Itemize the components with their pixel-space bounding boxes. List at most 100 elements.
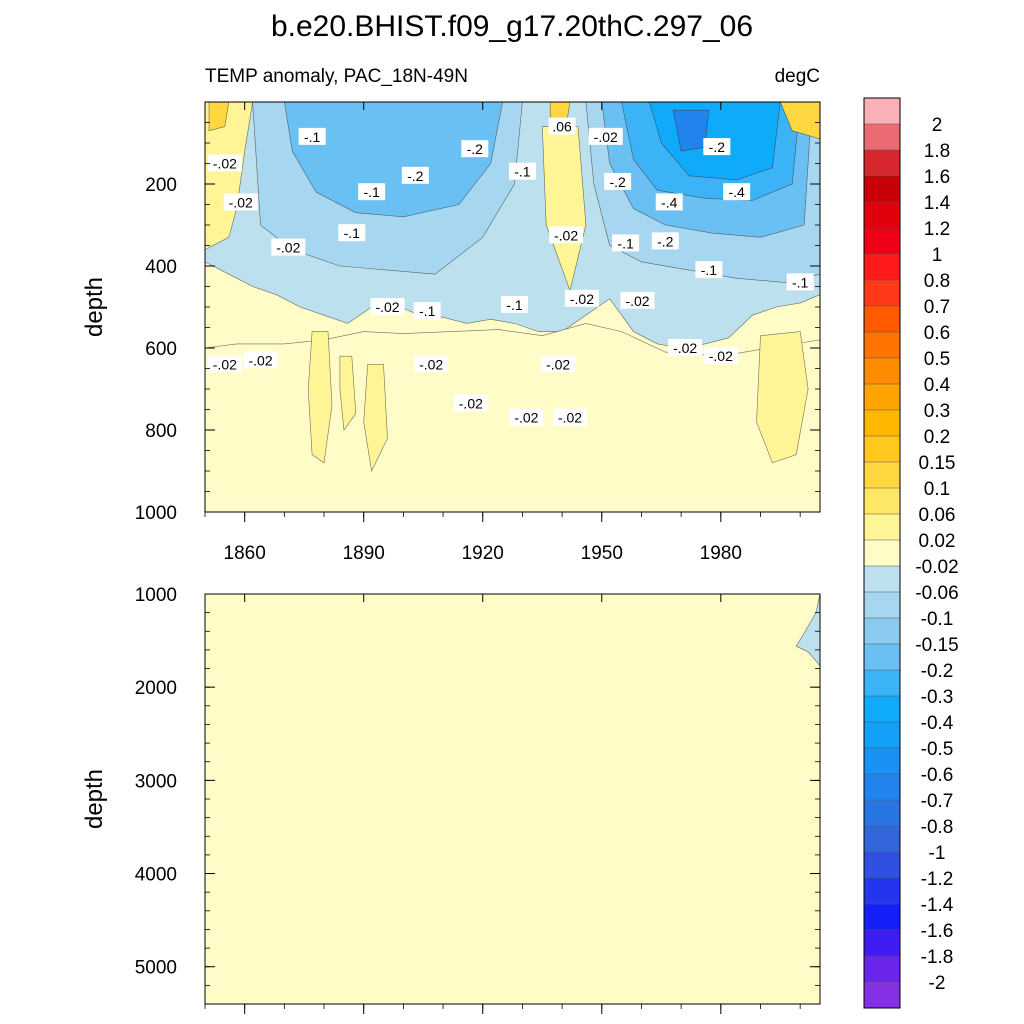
upper-panel: TEMP anomaly, PAC_18N-49N degC -.1 -.02 -.… <box>81 66 821 564</box>
contour-label-5: -.1 <box>338 224 366 242</box>
lower-plot-area <box>205 593 821 1004</box>
colorbar-label: -1.2 <box>921 869 954 890</box>
colorbar-label: -0.1 <box>921 609 954 630</box>
contour-label-text: -.2 <box>709 139 726 155</box>
contour-label-box <box>553 408 588 426</box>
contour-label-box <box>338 224 366 242</box>
x-tick-label: 1920 <box>462 543 504 564</box>
colorbar-label: -0.7 <box>921 791 954 812</box>
colorbar-swatch-6 <box>864 254 900 281</box>
x-tick-label: 1950 <box>581 543 623 564</box>
contour-label-13: -.2 <box>703 138 731 156</box>
contour-label-19: -.1 <box>786 273 814 291</box>
contour-label-box <box>414 355 449 373</box>
contour-label-text: -.1 <box>344 225 361 241</box>
contour-label-text: -.02 <box>213 156 237 172</box>
contour-label-box <box>612 234 640 252</box>
upper-contour-region-14 <box>363 364 388 472</box>
contour-label-20: -.02 <box>370 298 405 315</box>
contour-label-6: -.02 <box>271 238 306 256</box>
colorbar-label: -0.4 <box>921 713 954 734</box>
colorbar-swatch-22 <box>864 670 900 697</box>
colorbar-label: 0.4 <box>924 375 951 396</box>
colorbar-label: 0.7 <box>924 297 950 318</box>
colorbar-swatch-19 <box>864 592 900 619</box>
contour-label-text: -.02 <box>229 194 253 210</box>
colorbar-swatch-14 <box>864 462 900 489</box>
contour-label-box <box>655 193 683 211</box>
colorbar-label: -0.06 <box>915 583 958 604</box>
colorbar-swatch-11 <box>864 384 900 411</box>
colorbar-swatch-26 <box>864 774 900 801</box>
contour-label-box <box>541 355 576 373</box>
contour-label-text: -.02 <box>375 299 399 315</box>
contour-label-box <box>370 298 405 315</box>
colorbar-swatch-17 <box>864 540 900 567</box>
contour-label-box <box>243 351 278 369</box>
colorbar-swatch-13 <box>864 436 900 463</box>
colorbar-label: -0.15 <box>915 635 958 656</box>
contour-label-text: -.02 <box>213 356 237 372</box>
colorbar-label: -0.2 <box>921 661 954 682</box>
contour-label-32: -.02 <box>509 408 544 426</box>
contour-label-box <box>588 127 623 145</box>
colorbar-label: 0.6 <box>924 323 950 344</box>
colorbar-label: 0.1 <box>924 479 950 500</box>
contour-label-text: -.4 <box>661 194 678 210</box>
panel-title-right: degC <box>775 66 820 87</box>
contour-label-1: -.02 <box>207 154 242 172</box>
colorbar-label: 0.2 <box>924 427 950 448</box>
y-tick-label: 200 <box>145 175 177 196</box>
colorbar-label: 1.4 <box>924 193 951 214</box>
contour-label-7: -.2 <box>461 140 489 158</box>
colorbar-label: -2 <box>929 973 946 994</box>
colorbar-label: 1.2 <box>924 219 950 240</box>
contour-label-text: -.1 <box>792 274 809 290</box>
upper-contour-region-13 <box>339 355 357 431</box>
contour-label-box <box>223 193 258 211</box>
upper-axes: 200 400 600 800 1000 1860 1890 1920 1950 1980 <box>135 101 820 564</box>
contour-label-29: -.02 <box>668 339 703 356</box>
contour-label-box <box>564 289 599 307</box>
contour-label-24: -.02 <box>620 291 655 309</box>
contour-label-text: -.2 <box>657 233 674 249</box>
colorbar-swatch-4 <box>864 202 900 229</box>
contour-label-box <box>703 347 738 365</box>
contour-label-box <box>668 339 703 356</box>
lower-panel: 1000 2000 3000 4000 5000 depth <box>81 585 821 1014</box>
panel-title-left: TEMP anomaly, PAC_18N-49N <box>205 66 468 87</box>
x-tick-label: 1860 <box>224 543 266 564</box>
contour-label-box <box>723 183 751 201</box>
upper-contour-region-12 <box>307 331 333 464</box>
contour-label-text: -.02 <box>594 129 618 145</box>
contour-label-15: -.02 <box>549 226 584 244</box>
contour-label-text: -.02 <box>554 227 578 243</box>
contour-label-17: -.2 <box>651 232 679 250</box>
colorbar-swatch-23 <box>864 696 900 723</box>
contour-label-text: -.1 <box>363 184 380 200</box>
colorbar-label: 0.02 <box>919 531 956 552</box>
colorbar-swatch-32 <box>864 930 900 957</box>
colorbar-label: -0.5 <box>921 739 954 760</box>
contour-label-box <box>298 127 326 145</box>
contour-label-text: -.1 <box>419 303 436 319</box>
y-tick-label: 400 <box>145 257 177 278</box>
colorbar-swatch-34 <box>864 982 900 1009</box>
contour-label-0: -.1 <box>298 127 326 145</box>
contour-label-text: -.2 <box>407 168 424 184</box>
colorbar-swatch-9 <box>864 332 900 359</box>
contour-label-22: -.1 <box>500 295 528 313</box>
colorbar-swatch-30 <box>864 878 900 905</box>
colorbar-label: -1.8 <box>921 947 954 968</box>
contour-label-text: -.4 <box>729 184 746 200</box>
contour-label-text: -.2 <box>609 174 626 190</box>
x-tick-label: 1980 <box>700 543 742 564</box>
y-tick-label: 600 <box>145 339 177 360</box>
contour-label-box <box>500 295 528 313</box>
colorbar-swatch-3 <box>864 176 900 203</box>
contour-label-text: -.1 <box>701 262 718 278</box>
colorbar-swatch-20 <box>864 618 900 645</box>
contour-label-box <box>401 166 429 184</box>
contour-label-box <box>509 408 544 426</box>
contour-label-text: -.1 <box>514 164 531 180</box>
